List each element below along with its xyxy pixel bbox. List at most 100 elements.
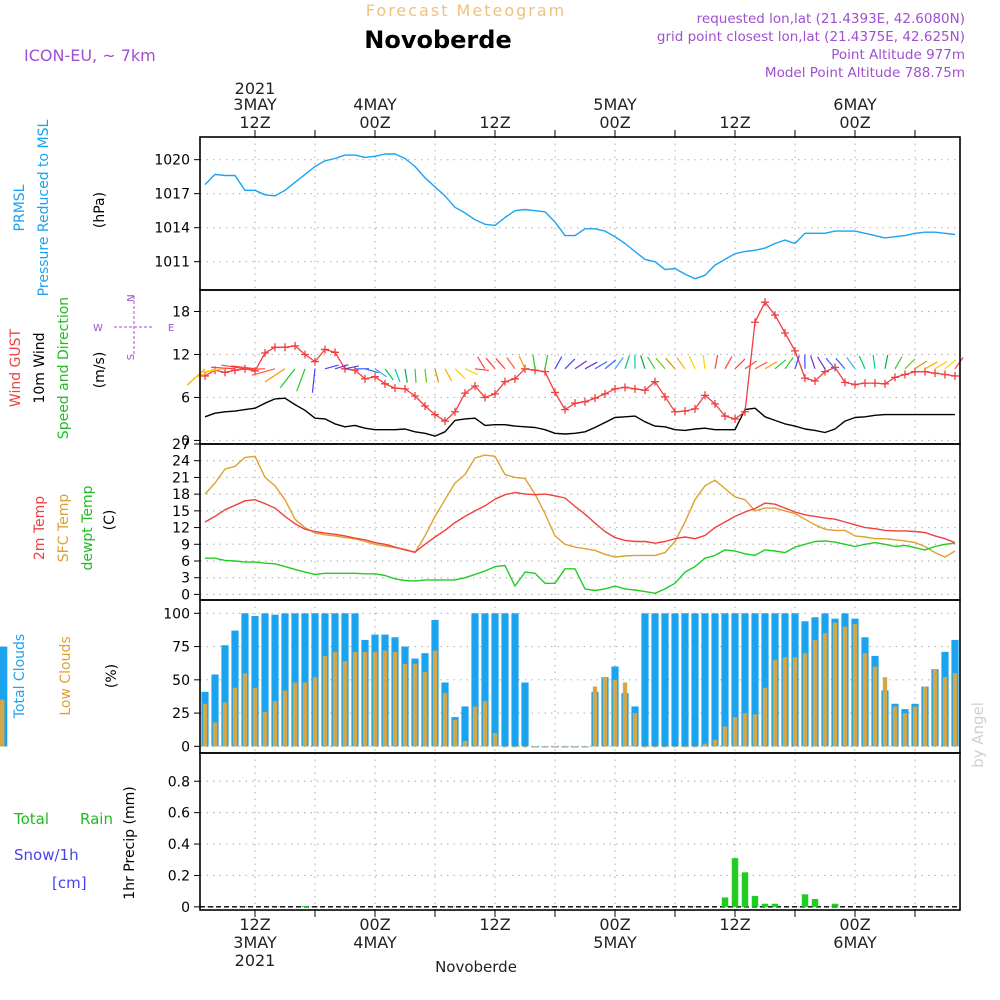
wind-arrow [904, 358, 916, 370]
gust-marker [281, 343, 289, 352]
low-cloud-bar [942, 677, 948, 747]
wind-arrow [794, 355, 800, 369]
wind-arrow [624, 355, 630, 369]
low-cloud-bar [382, 650, 388, 747]
low-cloud-bar [302, 682, 308, 747]
gust-marker [481, 393, 489, 402]
low-cloud-bar [562, 746, 568, 748]
gust-marker [611, 384, 619, 393]
wind-arrow [614, 357, 624, 370]
total-cloud-bar [221, 645, 229, 747]
gust-marker [431, 410, 439, 419]
low-cloud-bar [552, 746, 558, 748]
y-tick-label: 0 [181, 433, 190, 449]
gust-marker [891, 373, 899, 382]
wind-arrow [604, 359, 617, 370]
low-cloud-bar [442, 693, 448, 747]
wind-arrow [364, 368, 379, 374]
gust-marker [521, 364, 529, 373]
wind-arrow [714, 354, 719, 369]
wind-arrow [810, 355, 816, 369]
low-cloud-bar [292, 682, 298, 747]
y-tick-label: 15 [172, 504, 190, 520]
low-cloud-bar [212, 722, 218, 747]
bottom-time-label: 4MAY [353, 933, 397, 952]
celsius-unit-label: (C) [102, 510, 118, 531]
low-cloud-bar [412, 663, 418, 747]
gust-marker [861, 379, 869, 388]
plot-area: 1011101410171020061218036912151821242702… [0, 130, 964, 917]
low-cloud-bar [632, 713, 638, 747]
temperature-panel: 2m Temp SFC Temp dewpt Temp (C) [32, 485, 118, 570]
wind-panel: Wind GUST 10m Wind Speed and Direction (… [8, 294, 174, 439]
total-cloud-bar [741, 613, 749, 747]
rain-bar [721, 897, 729, 907]
total-cloud-bar [261, 613, 269, 747]
wind-arrow [374, 368, 387, 378]
total-cloud-bar [491, 613, 499, 747]
top-time-label: 12Z [719, 113, 750, 132]
gust-marker [301, 350, 309, 359]
wind-dir-label: Speed and Direction [56, 297, 72, 439]
product-title: Forecast Meteogram [366, 1, 566, 20]
y-tick-label: 18 [172, 487, 190, 503]
low-cloud-bar [622, 682, 628, 747]
wind-arrow [724, 356, 733, 370]
top-time-label: 12Z [479, 113, 510, 132]
low-cloud-bar [612, 679, 618, 747]
prmsl-label: PRMSL [12, 184, 28, 231]
total-cloud-bar [651, 613, 659, 747]
ms-unit-label: (m/s) [92, 352, 108, 389]
wind-arrow [924, 361, 938, 370]
gust-marker [711, 399, 719, 408]
low-cloud-bar [642, 746, 648, 748]
gust-marker [451, 407, 459, 416]
wind-arrow [477, 356, 486, 370]
total-cloud-bar [481, 613, 489, 747]
gust-marker [391, 384, 399, 393]
low-cloud-bar [362, 651, 368, 747]
gust-marker [941, 370, 949, 379]
low-cloud-bar [242, 673, 248, 747]
wind-arrow [434, 368, 440, 383]
low-cloud-bar [752, 714, 758, 747]
wind-arrow [825, 357, 836, 370]
wind-arrow [774, 359, 787, 370]
legend-cm: [cm] [52, 874, 87, 892]
pressure-panel: PRMSL Pressure Reduced to MSL (hPa) [12, 119, 108, 296]
low-cloud-bar [782, 657, 788, 747]
y-tick-label: 0 [181, 587, 190, 603]
low-cloud-bar [892, 706, 898, 747]
low-cloud-bar [352, 651, 358, 747]
wind-arrow [734, 358, 746, 370]
total-cloud-bar [471, 613, 479, 747]
rain-bar [301, 906, 309, 908]
low-cloud-bar [872, 666, 878, 747]
gust-marker [811, 376, 819, 385]
gust-marker [851, 380, 859, 389]
low-cloud-bar [802, 653, 808, 747]
top-time-label: 00Z [839, 113, 870, 132]
gust-marker [731, 414, 739, 423]
low-cloud-bar [522, 746, 528, 748]
wind-arrow [404, 368, 408, 383]
compass-west: W [93, 323, 103, 334]
low-cloud-bar [882, 677, 888, 747]
low-cloud-bar [722, 726, 728, 747]
gust-marker [271, 343, 279, 352]
y-tick-label: 0.2 [168, 868, 190, 884]
rain-bar [741, 872, 749, 907]
low-cloud-bar [592, 686, 598, 747]
gust-marker [761, 298, 769, 307]
wind-arrow [744, 360, 757, 370]
low-cloud-bar [222, 702, 228, 747]
low-cloud-bar [372, 651, 378, 747]
low-cloud-bar [662, 746, 668, 748]
gust-marker [671, 407, 679, 416]
wind-arrow [688, 355, 696, 370]
low-cloud-bar [272, 701, 278, 747]
y-tick-label: 6 [181, 554, 190, 570]
total-cloud-bar [711, 613, 719, 747]
